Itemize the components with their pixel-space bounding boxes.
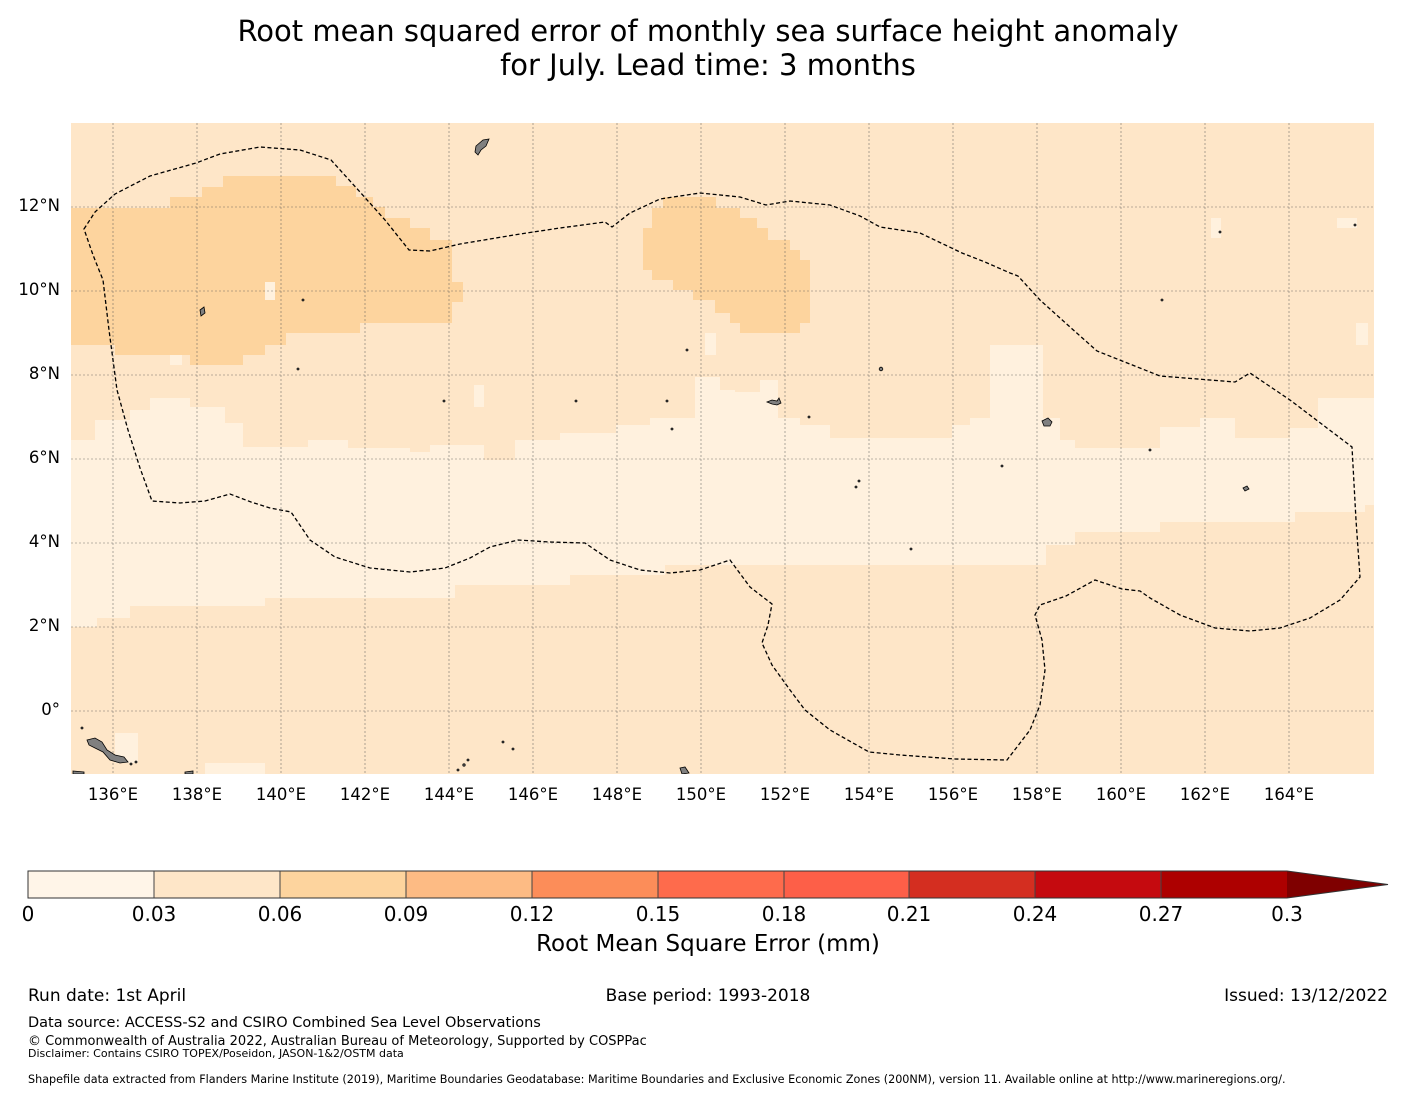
colorbar-segment [532, 871, 658, 898]
colorbar-tick-label: 0.15 [635, 902, 681, 926]
copyright: © Commonwealth of Australia 2022, Austra… [28, 1034, 647, 1049]
island-png-north [86, 737, 129, 764]
lat-label: 10°N [18, 280, 60, 299]
lon-label: 138°E [171, 785, 223, 804]
colorbar-segment [280, 871, 406, 898]
lon-label: 164°E [1263, 785, 1315, 804]
colorbar-segment [784, 871, 909, 898]
colorbar-extend-arrow [1287, 871, 1388, 898]
island-pohnpei [1041, 417, 1053, 427]
colorbar-tick-label: 0.12 [509, 902, 555, 926]
colorbar-title: Root Mean Square Error (mm) [536, 931, 880, 957]
lon-label: 158°E [1011, 785, 1063, 804]
island-yap [199, 306, 206, 317]
eez-boundary [83, 146, 1361, 761]
colorbar-segment [658, 871, 784, 898]
run-date: Run date: 1st April [28, 986, 187, 1006]
colorbar-tick-label: 0.18 [761, 902, 807, 926]
lon-label: 160°E [1095, 785, 1147, 804]
colorbar-segment [1035, 871, 1161, 898]
island-guam [474, 138, 490, 156]
field-speck [265, 282, 275, 300]
colorbar-segment [909, 871, 1035, 898]
lat-label: 6°N [28, 448, 60, 467]
colorbar-segment [154, 871, 280, 898]
field-speck [205, 763, 265, 774]
disclaimer: Disclaimer: Contains CSIRO TOPEX/Poseido… [28, 1047, 404, 1060]
colorbar-tick-label: 0.21 [886, 902, 932, 926]
island-bottom-left [72, 770, 85, 774]
lon-label: 162°E [1179, 785, 1231, 804]
island-chuuk [765, 397, 782, 406]
base-period: Base period: 1993-2018 [605, 986, 811, 1006]
lat-label: 12°N [18, 196, 60, 215]
field-speck [474, 385, 484, 407]
lat-label: 8°N [28, 364, 60, 383]
field-speck [170, 355, 182, 365]
field-speck [715, 390, 735, 410]
gridlines [71, 123, 1374, 774]
lon-label: 148°E [591, 785, 643, 804]
lon-label: 144°E [423, 785, 475, 804]
lon-label: 152°E [759, 785, 811, 804]
lon-label: 150°E [675, 785, 727, 804]
colorbar-tick-label: 0.24 [1012, 902, 1058, 926]
lon-label: 142°E [339, 785, 391, 804]
field-speck [115, 733, 138, 763]
map-title: Root mean squared error of monthly sea s… [0, 14, 1416, 82]
colorbar-tick-label: 0.27 [1138, 902, 1184, 926]
rmse-field [71, 123, 1374, 774]
land-masses [72, 138, 1357, 774]
lon-label: 154°E [843, 785, 895, 804]
colorbar-tick-label: 0.09 [383, 902, 429, 926]
colorbar-tick-label: 0 [21, 902, 35, 926]
colorbar-segment [28, 871, 154, 898]
colorbar [27, 870, 1389, 899]
island-kosrae [1242, 485, 1250, 492]
lat-label: 4°N [28, 532, 60, 551]
colorbar-tick-label: 0.3 [1271, 902, 1303, 926]
title-line-2: for July. Lead time: 3 months [500, 48, 916, 82]
field-low-band [71, 345, 1374, 627]
field-speck [1337, 218, 1357, 228]
shapefile-credit: Shapefile data extracted from Flanders M… [28, 1073, 1286, 1086]
field-high-central [643, 197, 810, 333]
issued-date: Issued: 13/12/2022 [1224, 986, 1388, 1006]
lon-label: 146°E [507, 785, 559, 804]
colorbar-segment [406, 871, 532, 898]
lon-label: 140°E [255, 785, 307, 804]
colorbar-tick-label: 0.03 [131, 902, 177, 926]
field-speck [1211, 218, 1221, 238]
title-line-1: Root mean squared error of monthly sea s… [237, 14, 1179, 48]
lon-label: 136°E [87, 785, 139, 804]
lon-label: 156°E [927, 785, 979, 804]
field-speck [705, 333, 716, 355]
island-new-ireland [679, 766, 690, 774]
island-manus [184, 770, 194, 774]
colorbar-tick-label: 0.06 [257, 902, 303, 926]
field-speck [1356, 323, 1368, 345]
lat-label: 2°N [28, 616, 60, 635]
data-source: Data source: ACCESS-S2 and CSIRO Combine… [28, 1015, 541, 1031]
colorbar-outline [27, 870, 1389, 899]
lat-label: 0° [41, 700, 60, 719]
colorbar-segment [1161, 871, 1287, 898]
